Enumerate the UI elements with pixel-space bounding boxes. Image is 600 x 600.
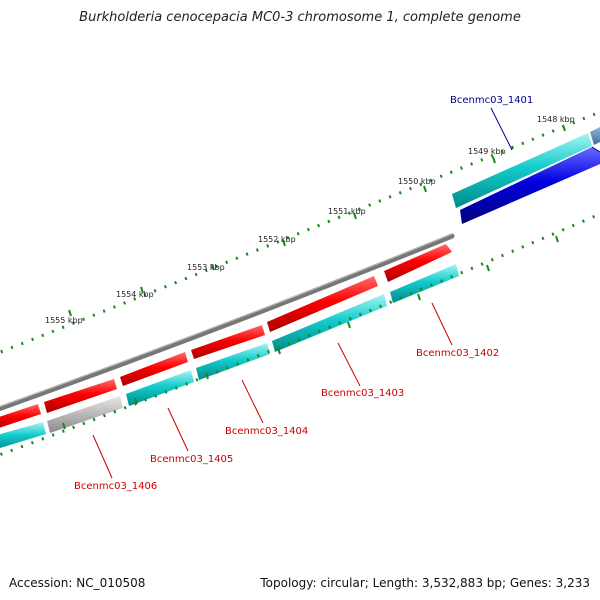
scale-labels: 1548 kbp 1549 kbp 1550 kbp 1551 kbp 1552…: [45, 115, 575, 325]
forward-gene-track: [0, 264, 459, 451]
gene-label-bcenmc03-1401[interactable]: Bcenmc03_1401: [450, 95, 533, 106]
accession-text: Accession: NC_010508: [9, 576, 146, 590]
gene-label-bcenmc03-1402[interactable]: Bcenmc03_1402: [416, 348, 499, 359]
gene-bcenmc03-1404[interactable]: [196, 343, 270, 380]
gene-label-bcenmc03-1406[interactable]: Bcenmc03_1406: [74, 481, 157, 492]
genome-summary-text: Topology: circular; Length: 3,532,883 bp…: [260, 576, 590, 590]
backbone-highlight: [0, 233, 453, 408]
leader-bcenmc03-1404: [241, 379, 264, 424]
cds-bcenmc03-1403[interactable]: [267, 276, 378, 332]
leader-bcenmc03-1406: [92, 434, 113, 479]
gene-bcenmc03-1403[interactable]: [272, 294, 387, 352]
backbone: [0, 233, 455, 412]
tick-label: 1555 kbp: [45, 316, 83, 325]
label-leaders: [92, 107, 513, 479]
outer-major-ticks: [68, 124, 566, 317]
leader-bcenmc03-1402: [431, 302, 453, 346]
tick-label: 1549 kbp: [468, 147, 506, 156]
gene-label-bcenmc03-1405[interactable]: Bcenmc03_1405: [150, 454, 233, 465]
gene-label-bcenmc03-1403[interactable]: Bcenmc03_1403: [321, 388, 404, 399]
map-title: Burkholderia cenocepacia MC0-3 chromosom…: [79, 10, 521, 25]
cds-bcenmc03-1405[interactable]: [120, 352, 188, 386]
gene-bcenmc03-1405[interactable]: [126, 370, 194, 406]
reverse-cds-arrow-edge: [591, 146, 600, 153]
gene-bcenmc03-1401[interactable]: [452, 133, 592, 208]
neighbor-gene[interactable]: [590, 127, 600, 145]
gene-label-bcenmc03-1404[interactable]: Bcenmc03_1404: [225, 426, 308, 437]
tick-label: 1553 kbp: [187, 263, 225, 272]
gene-bcenmc03-1402[interactable]: [390, 264, 459, 303]
cds-bcenmc03-1404[interactable]: [191, 325, 265, 359]
tick-label: 1554 kbp: [116, 290, 154, 299]
gene-left-partial[interactable]: [0, 422, 46, 451]
gene-bcenmc03-1401-cds[interactable]: [460, 147, 600, 224]
cds-bcenmc03-1406[interactable]: [44, 379, 117, 413]
tick-label: 1552 kbp: [258, 235, 296, 244]
tick-label: 1551 kbp: [328, 207, 366, 216]
reverse-strand-features: [452, 127, 600, 224]
inner-major-ticks: [62, 235, 559, 430]
cds-bcenmc03-1402[interactable]: [384, 244, 452, 282]
tick-label: 1548 kbp: [537, 115, 575, 124]
leader-bcenmc03-1405: [167, 407, 189, 452]
cds-left-partial[interactable]: [0, 404, 41, 431]
gene-bcenmc03-1406-pseudo[interactable]: [47, 396, 123, 433]
leader-bcenmc03-1403: [337, 342, 361, 387]
tick-label: 1550 kbp: [398, 177, 436, 186]
outer-scale: [0, 110, 600, 354]
inner-scale: [0, 212, 600, 457]
leader-bcenmc03-1401: [490, 107, 513, 151]
gene-labels: Bcenmc03_1401 Bcenmc03_1402 Bcenmc03_140…: [74, 95, 533, 492]
forward-cds-track: [0, 244, 452, 431]
